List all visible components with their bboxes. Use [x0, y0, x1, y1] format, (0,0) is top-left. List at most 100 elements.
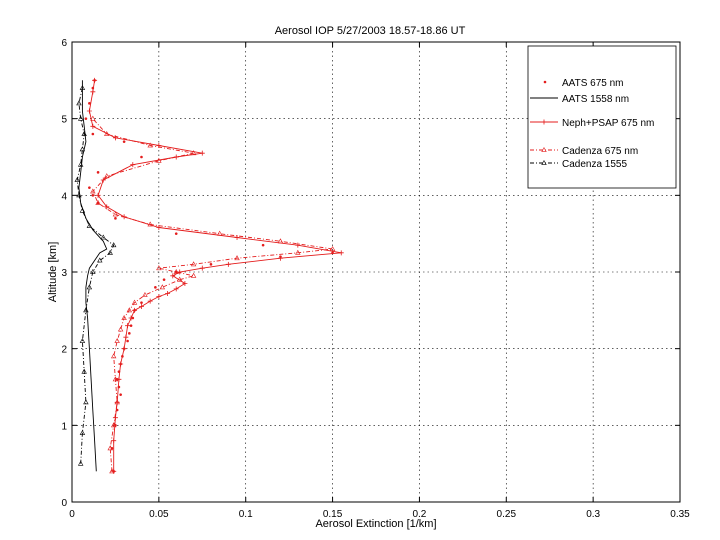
data-point	[114, 217, 117, 220]
data-point	[295, 249, 301, 255]
y-axis-ticks: 0 1 2 3 4 5 6	[61, 38, 680, 509]
data-point	[147, 142, 153, 148]
data-point	[140, 301, 143, 304]
data-point	[90, 115, 96, 121]
data-point	[118, 361, 124, 367]
data-point	[147, 221, 153, 227]
data-point	[142, 291, 148, 297]
data-point	[114, 399, 120, 405]
legend-label: Cadenza 1555	[562, 159, 627, 170]
data-point	[190, 261, 197, 267]
data-point	[83, 307, 89, 313]
data-point	[76, 100, 82, 106]
data-point	[90, 268, 96, 274]
data-point	[176, 276, 183, 282]
legend-label: AATS 675 nm	[562, 78, 624, 89]
data-point	[199, 150, 205, 156]
x-tick-label: 0.3	[586, 509, 600, 520]
data-point	[261, 243, 265, 247]
data-point	[104, 204, 110, 210]
data-point	[199, 265, 205, 271]
data-point	[156, 265, 162, 271]
data-point	[295, 242, 301, 248]
data-point	[92, 77, 98, 83]
x-tick-label: 0.25	[497, 509, 517, 520]
data-point	[90, 89, 96, 95]
data-point	[91, 194, 95, 197]
legend-marker	[541, 159, 547, 165]
data-point	[173, 286, 179, 292]
grid	[72, 42, 680, 502]
x-tick-label: 0.15	[323, 509, 343, 520]
data-point	[83, 399, 89, 405]
data-point	[86, 222, 93, 228]
data-point	[154, 286, 157, 289]
data-point	[128, 315, 134, 321]
data-point	[88, 102, 91, 105]
data-point	[277, 255, 283, 261]
data-point	[125, 323, 131, 329]
data-point	[112, 211, 119, 217]
data-point	[104, 173, 110, 179]
data-point	[121, 346, 127, 352]
data-point	[112, 376, 119, 382]
data-point	[88, 186, 91, 189]
data-point	[174, 232, 178, 235]
data-point	[95, 199, 101, 205]
data-point	[338, 250, 344, 256]
series-line	[92, 118, 333, 472]
data-point	[114, 337, 120, 343]
legend-label: Neph+PSAP 675 nm	[562, 118, 654, 129]
data-point	[100, 177, 106, 183]
series-line	[78, 80, 108, 472]
data-point	[96, 171, 100, 174]
x-axis-ticks: 0 0.05 0.1 0.15 0.2 0.25 0.3 0.35	[69, 42, 690, 520]
data-point	[147, 298, 153, 304]
series-line	[76, 87, 115, 464]
data-point	[156, 157, 162, 163]
legend-label: AATS 1558 nm	[562, 94, 629, 105]
data-point	[110, 422, 117, 428]
data-point	[91, 132, 95, 136]
data-point	[277, 238, 284, 244]
data-point	[110, 242, 117, 248]
data-point	[86, 108, 92, 114]
legend-label: Cadenza 675 nm	[562, 146, 638, 157]
data-point	[100, 234, 106, 240]
data-point	[86, 284, 93, 290]
data-point	[107, 249, 113, 255]
data-point	[173, 268, 179, 274]
data-point	[165, 290, 171, 296]
x-tick-label: 0.2	[412, 509, 426, 520]
legend-item-aats-1558-nm: AATS 1558 nm	[530, 94, 629, 105]
data-point	[84, 117, 88, 120]
data-point	[104, 130, 110, 136]
data-point	[216, 230, 223, 236]
data-point	[74, 176, 80, 182]
legend-item-aats-675-nm: AATS 675 nm	[543, 78, 624, 89]
data-point	[111, 438, 117, 444]
legend-marker	[543, 80, 547, 84]
x-tick-label: 0.1	[239, 509, 253, 520]
y-tick-label: 0	[61, 498, 67, 509]
data-point	[119, 393, 122, 396]
data-point	[77, 460, 84, 466]
data-point	[129, 324, 133, 327]
data-point	[159, 284, 166, 290]
legend-item-neph-psap-675-nm: Neph+PSAP 675 nm	[530, 118, 654, 129]
data-point	[122, 140, 126, 143]
data-point	[76, 192, 82, 198]
data-point	[97, 257, 103, 263]
data-point	[79, 337, 86, 343]
data-point	[90, 123, 96, 129]
data-point	[138, 304, 144, 309]
data-point	[132, 307, 138, 313]
data-point	[329, 245, 336, 251]
data-point	[116, 376, 122, 382]
data-point	[81, 130, 87, 136]
legend-box	[527, 45, 677, 189]
data-point	[79, 146, 86, 152]
series-aats-1558-nm	[78, 80, 108, 472]
x-tick-label: 0.05	[149, 509, 169, 520]
